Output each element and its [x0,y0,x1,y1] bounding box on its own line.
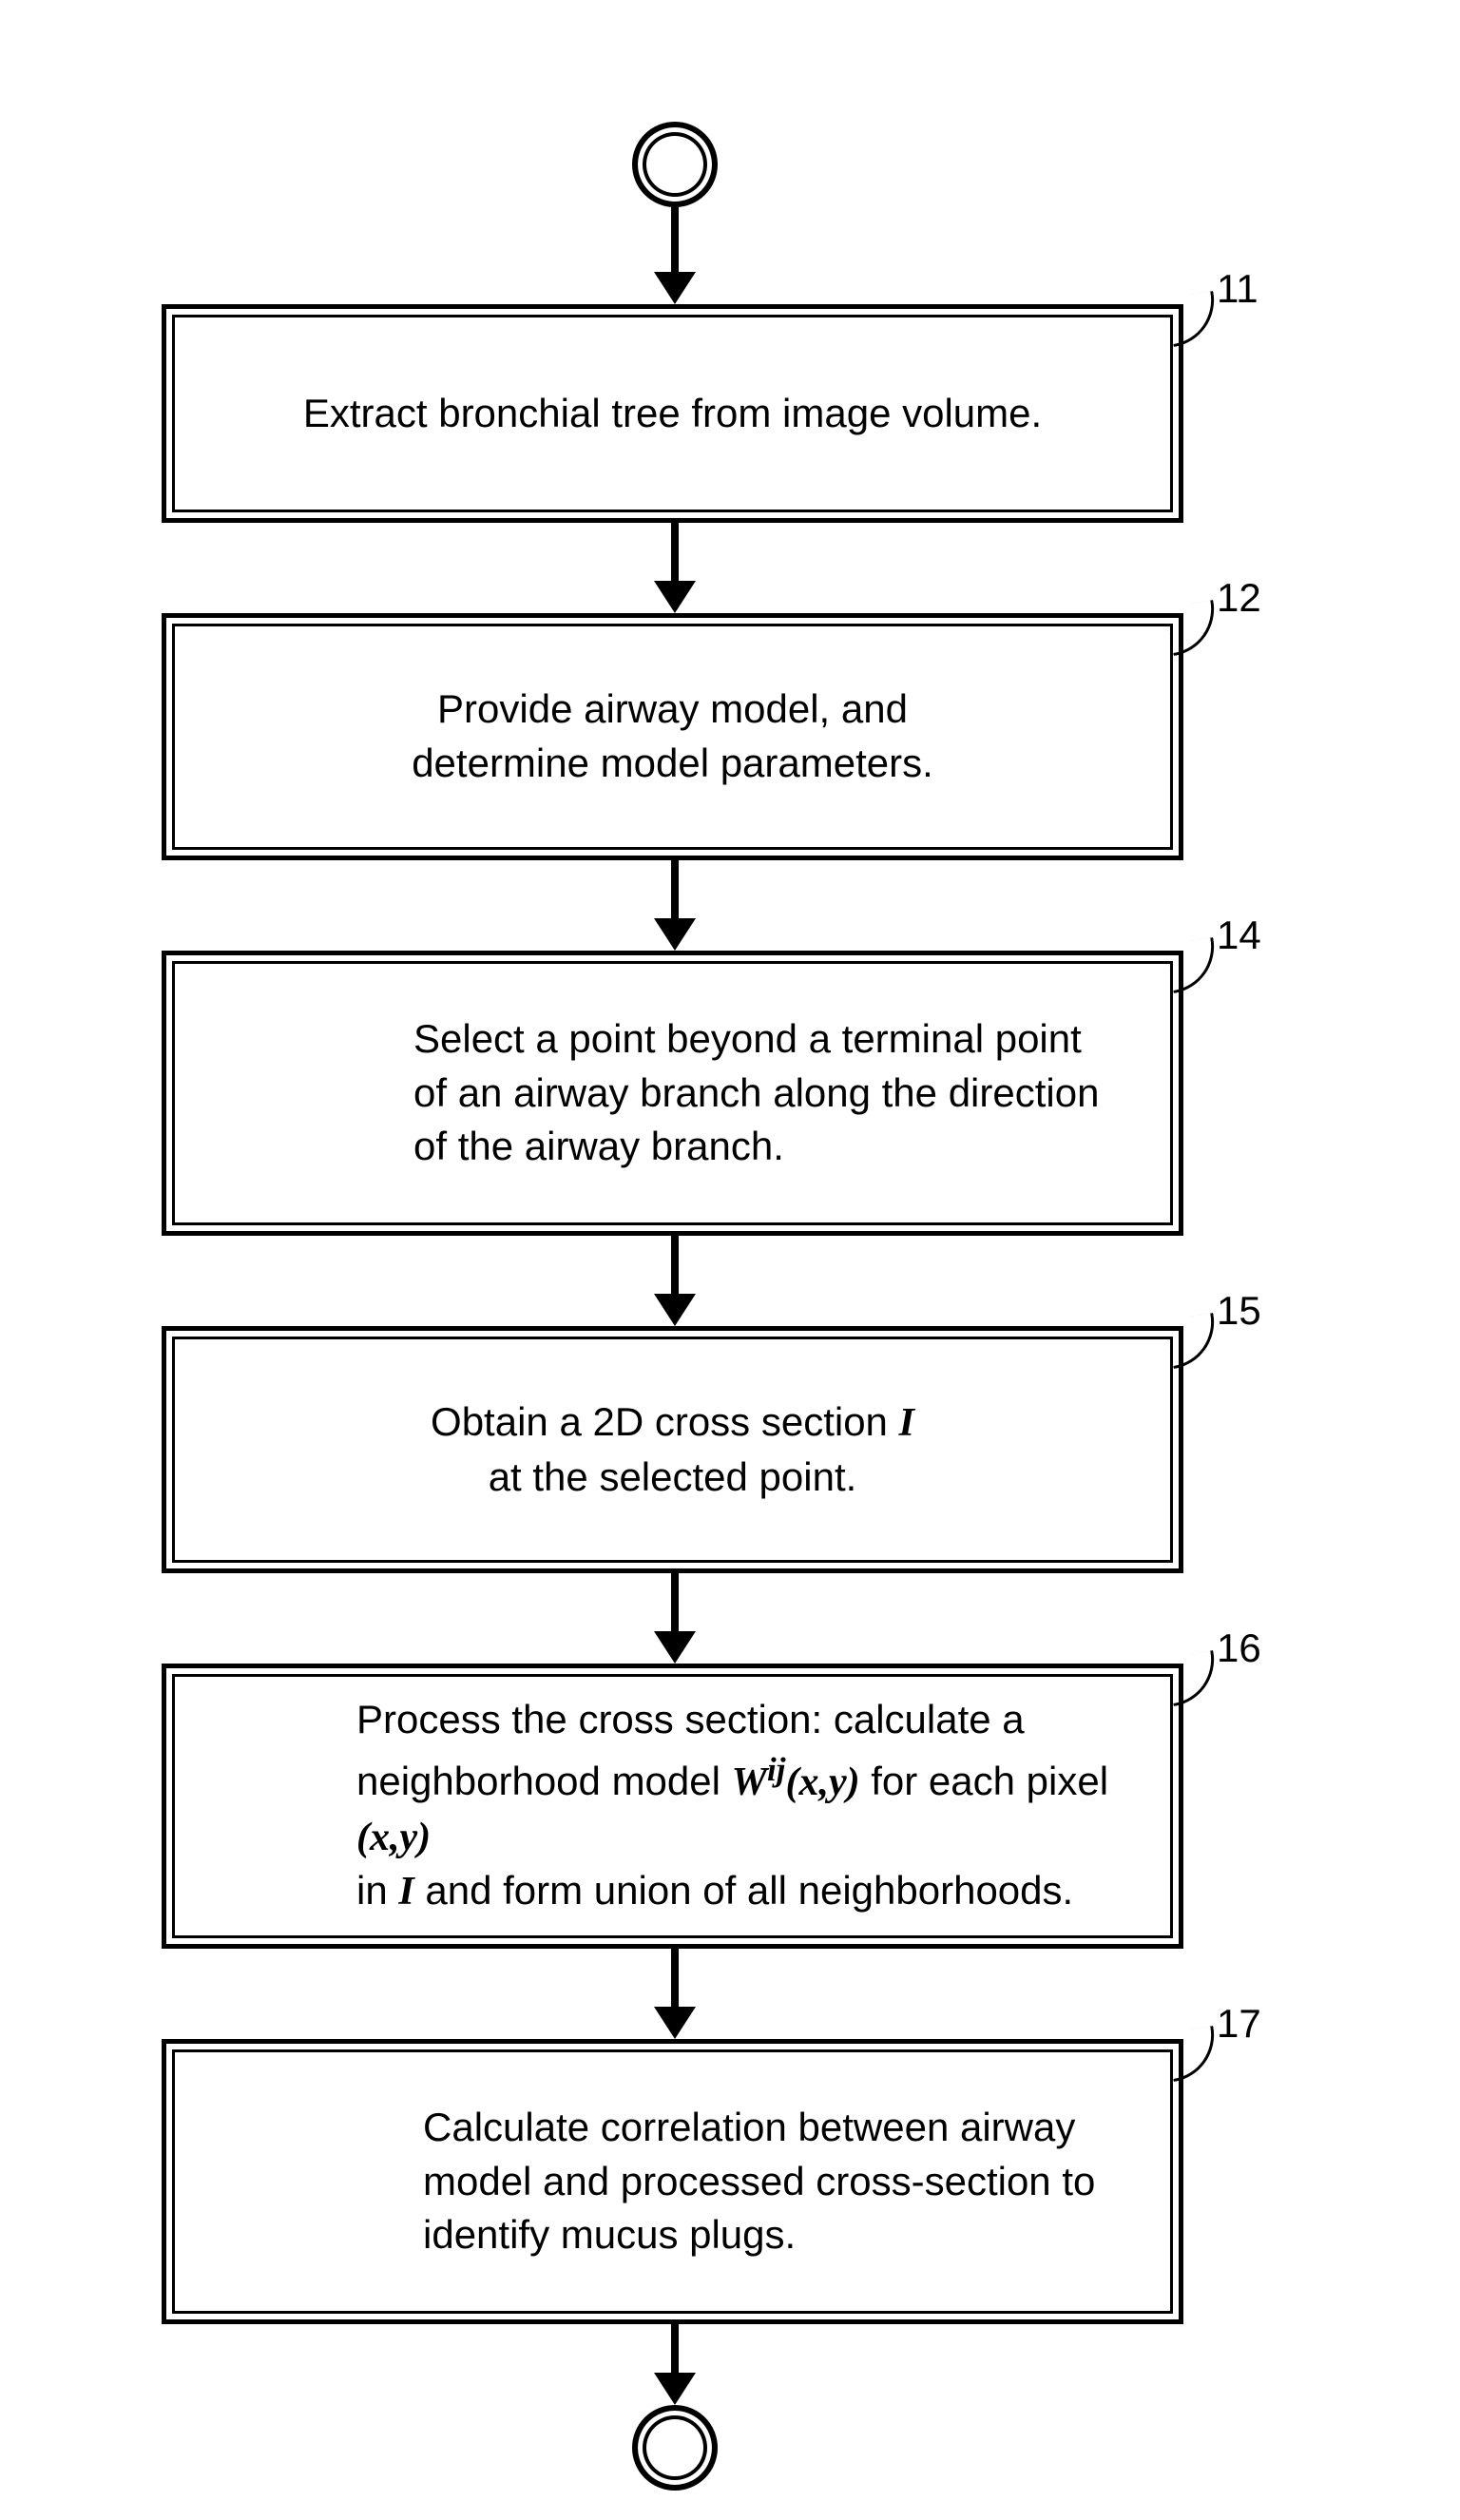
process-box-17: Calculate correlation between airwaymode… [162,2039,1183,2324]
arrow-shaft [671,1573,679,1631]
step-number-label: 15 [1217,1288,1261,1334]
arrow-head [654,1631,696,1664]
arrow-head [654,272,696,304]
process-box-16: Process the cross section: calculate ane… [162,1664,1183,1949]
process-box-15: Obtain a 2D cross section Iat the select… [162,1326,1183,1573]
step-number-label: 12 [1217,575,1261,621]
leader-line [1165,1313,1221,1369]
arrow-head [654,1294,696,1326]
leader-line [1165,1650,1221,1706]
leader-line [1165,291,1221,347]
arrow-head [654,2007,696,2039]
step-number-label: 16 [1217,1625,1261,1671]
process-box-11: Extract bronchial tree from image volume… [162,304,1183,523]
process-text: Process the cross section: calculate ane… [356,1693,1141,1919]
arrow-shaft [671,1949,679,2007]
arrow-shaft [671,207,679,272]
process-text: Provide airway model, anddetermine model… [223,683,1122,790]
step-number-label: 17 [1217,2001,1261,2047]
leader-line [1165,600,1221,656]
process-text: Calculate correlation between airwaymode… [423,2101,1141,2262]
arrow-shaft [671,860,679,918]
leader-line [1165,937,1221,993]
arrow-head [654,581,696,613]
step-number-label: 11 [1217,266,1258,312]
step-number-label: 14 [1217,913,1261,958]
arrow-head [654,918,696,951]
end-terminal [632,2405,718,2491]
arrow-shaft [671,523,679,581]
flowchart-canvas: Extract bronchial tree from image volume… [0,0,1460,2520]
arrow-shaft [671,2324,679,2373]
process-text: Select a point beyond a terminal pointof… [413,1012,1141,1174]
process-text: Extract bronchial tree from image volume… [223,387,1122,441]
leader-line [1165,2026,1221,2082]
arrow-head [654,2373,696,2405]
process-box-12: Provide airway model, anddetermine model… [162,613,1183,860]
process-text: Obtain a 2D cross section Iat the select… [223,1395,1122,1504]
start-terminal [632,122,718,207]
arrow-shaft [671,1236,679,1294]
process-box-14: Select a point beyond a terminal pointof… [162,951,1183,1236]
